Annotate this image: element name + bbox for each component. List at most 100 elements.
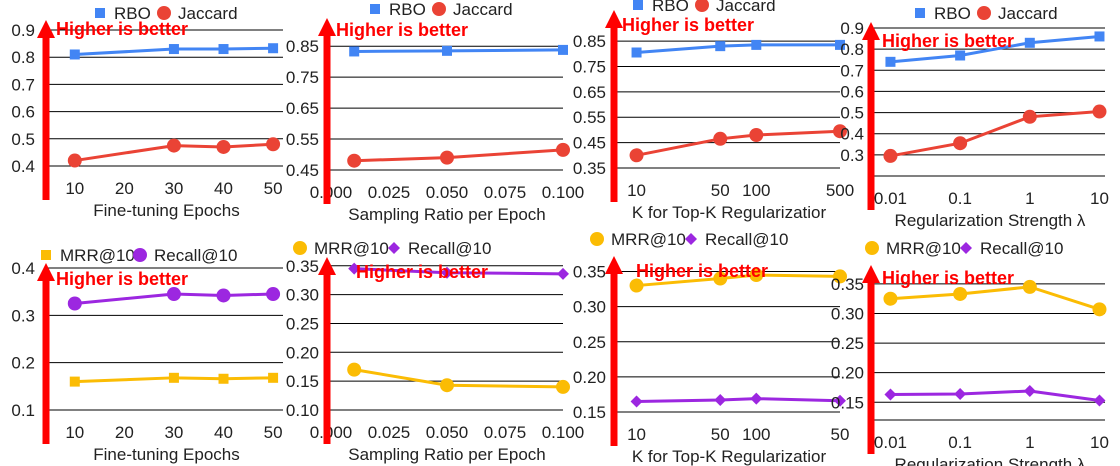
legend-label: Jaccard	[998, 4, 1058, 23]
data-point	[168, 44, 179, 55]
chart-panel-1: 0.4 0.5 0.6 0.7 0.8 0.9 10 20 30 40 50 Fine-tuning …	[11, 4, 283, 220]
legend-marker	[695, 0, 709, 12]
data-point	[883, 291, 898, 306]
x-tick-label: 0.01	[874, 433, 907, 452]
y-tick-label: 0.25	[831, 334, 864, 353]
arrow-head-icon	[318, 18, 336, 36]
x-tick-label: 0.050	[426, 423, 469, 442]
x-tick-label: 0.025	[368, 183, 411, 202]
series-line-jaccard	[74, 142, 274, 163]
legend-label: Jaccard	[453, 0, 513, 19]
data-point	[1092, 104, 1107, 119]
x-tick-label: 20	[115, 423, 134, 442]
data-point	[166, 138, 181, 153]
arrow-head-icon	[318, 257, 336, 275]
data-point	[631, 47, 642, 58]
data-point	[1092, 302, 1107, 317]
y-tick-label: 0.4	[11, 157, 35, 176]
y-tick-label: 0.75	[286, 68, 319, 87]
x-tick-label: 1	[1025, 433, 1034, 452]
x-axis-label: Fine-tuning Epochs	[93, 445, 239, 464]
y-tick-label: 0.65	[573, 83, 606, 102]
data-point	[884, 388, 897, 401]
data-point	[268, 43, 279, 54]
chart-panel-4: 0.3 0.4 0.5 0.6 0.7 0.8 0.9 0.01 0.1 1 10Regulariz…	[840, 4, 1109, 230]
data-point	[714, 394, 727, 407]
y-tick-label: 0.15	[831, 393, 864, 412]
data-point	[348, 262, 361, 275]
legend-label: Recall@10	[408, 239, 491, 258]
legend-label: Recall@10	[154, 246, 237, 265]
x-tick-label: 100	[742, 425, 770, 444]
y-tick-label: 0.45	[573, 134, 606, 153]
series-line-recall10	[890, 389, 1100, 402]
legend-marker	[960, 242, 972, 254]
data-point	[1094, 31, 1105, 42]
x-tick-label: 30	[164, 423, 183, 442]
data-point	[67, 296, 82, 311]
y-tick-label: 0.85	[286, 37, 319, 56]
legend-marker	[41, 250, 51, 260]
y-tick-label: 0.55	[573, 108, 606, 127]
data-point	[440, 378, 454, 393]
x-tick-label: 100	[742, 181, 770, 200]
y-tick-label: 0.75	[573, 57, 606, 76]
y-tick-label: 0.6	[840, 82, 864, 101]
x-tick-label: 10	[65, 423, 84, 442]
x-axis-label: K for Top-K Regularizatior	[632, 203, 827, 222]
x-tick-label: 0.1	[948, 189, 972, 208]
data-point	[349, 46, 360, 57]
legend-marker	[293, 241, 307, 255]
legend-label: Jaccard	[178, 4, 238, 23]
series-line-jaccard	[636, 129, 841, 157]
chart-panel-2: 0.45 0.55 0.65 0.75 0.85 0.000 0.025 0.050 0.075…	[286, 0, 584, 224]
data-point	[833, 124, 847, 139]
arrow-head-icon	[37, 20, 55, 38]
data-point	[168, 372, 179, 383]
y-tick-label: 0.35	[286, 257, 319, 276]
y-tick-label: 0.85	[573, 32, 606, 51]
x-tick-label: 1	[1025, 189, 1034, 208]
x-tick-label: 0.075	[484, 423, 527, 442]
y-tick-label: 0.9	[840, 19, 864, 38]
y-tick-label: 0.5	[11, 130, 35, 149]
series-line-rbo	[636, 43, 840, 54]
chart-panel-3: 0.35 0.45 0.55 0.65 0.75 0.85 10 50 100 500 K for …	[573, 0, 854, 222]
y-tick-label: 0.35	[573, 159, 606, 178]
x-tick-label: 20	[115, 179, 134, 198]
data-point	[166, 287, 181, 302]
arrow-head-icon	[605, 10, 623, 28]
data-point	[1023, 385, 1036, 398]
higher-is-better-label: Higher is better	[356, 262, 488, 282]
series-line-jaccard	[354, 148, 564, 163]
y-tick-label: 0.4	[11, 259, 35, 278]
y-tick-label: 0.20	[286, 343, 319, 362]
data-point	[955, 50, 966, 61]
y-tick-label: 0.7	[840, 61, 864, 80]
y-tick-label: 0.65	[286, 99, 319, 118]
y-tick-label: 0.1	[11, 401, 35, 420]
legend-marker	[865, 241, 879, 255]
y-tick-label: 0.3	[840, 146, 864, 165]
y-tick-label: 0.3	[11, 306, 35, 325]
data-point	[630, 395, 643, 408]
x-tick-label: 50	[711, 425, 730, 444]
x-tick-label: 0.100	[542, 423, 585, 442]
legend-marker	[133, 248, 147, 262]
higher-is-better-label: Higher is better	[56, 19, 188, 39]
legend-marker	[977, 6, 991, 20]
legend-marker	[370, 4, 380, 14]
data-point	[751, 39, 762, 50]
y-tick-label: 0.30	[831, 305, 864, 324]
legend-label: MRR@10	[886, 239, 961, 258]
higher-is-better-label: Higher is better	[882, 268, 1014, 288]
series-line-mrr10	[353, 368, 564, 389]
data-point	[835, 39, 845, 50]
data-point	[69, 49, 80, 60]
x-tick-label: 50	[264, 423, 283, 442]
data-point	[883, 148, 898, 163]
y-tick-label: 0.45	[286, 161, 319, 180]
legend-marker	[95, 8, 105, 18]
arrow-head-icon	[862, 22, 880, 40]
